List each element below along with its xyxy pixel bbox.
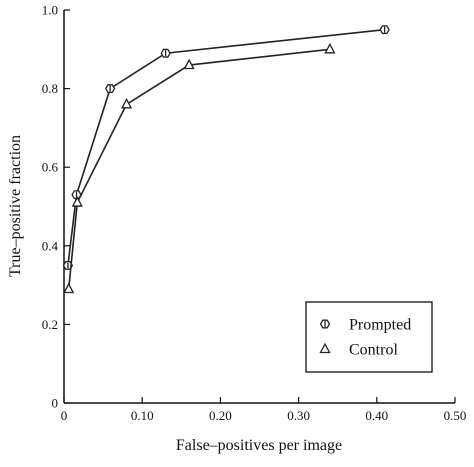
y-axis-label: True–positive fraction xyxy=(7,135,24,277)
y-tick-label: 1.0 xyxy=(42,3,58,18)
x-tick-label: 0.20 xyxy=(209,408,232,423)
y-tick-label: 0 xyxy=(52,396,59,411)
y-tick-label: 0.6 xyxy=(42,160,59,175)
data-point-control xyxy=(325,44,334,53)
legend-label-control: Control xyxy=(349,342,398,359)
data-point-control xyxy=(64,284,73,293)
series-line-prompted xyxy=(68,30,385,266)
series-layer xyxy=(64,26,390,293)
y-tick-label: 0.4 xyxy=(42,238,59,253)
legend-label-prompted: Prompted xyxy=(349,317,411,334)
y-tick-label: 0.8 xyxy=(42,81,58,96)
x-tick-label: 0.10 xyxy=(131,408,154,423)
x-tick-label: 0.40 xyxy=(365,408,388,423)
series-control xyxy=(64,44,334,292)
legend: Prompted Control xyxy=(306,302,432,372)
series-prompted xyxy=(64,26,390,269)
legend-box xyxy=(306,302,432,372)
x-tick-label: 0.30 xyxy=(287,408,310,423)
x-tick-label: 0 xyxy=(61,408,68,423)
data-point-control xyxy=(122,99,131,108)
x-axis-label: False–positives per image xyxy=(176,437,342,454)
y-tick-label: 0.2 xyxy=(42,317,58,332)
x-tick-label: 0.50 xyxy=(444,408,467,423)
